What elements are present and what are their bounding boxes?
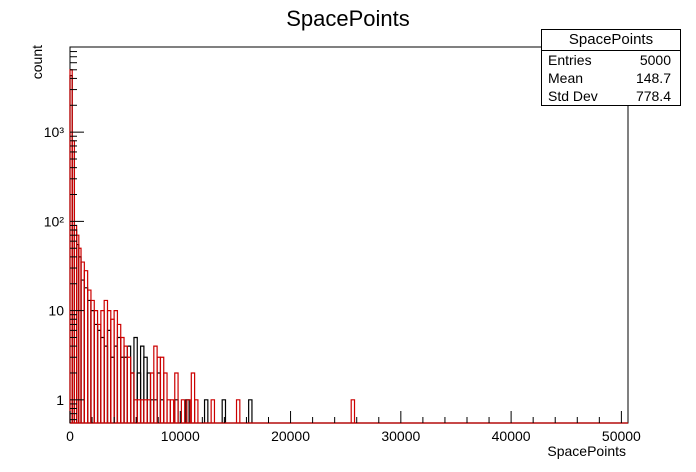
histogram-bin — [130, 372, 135, 423]
histogram-bin — [221, 399, 227, 423]
x-tick-label: 20000 — [271, 428, 310, 444]
axes: 0 10000 20000 30000 40000 50000 1 10 10² 10³ — [44, 46, 641, 444]
y-tick-label: 1 — [56, 392, 64, 408]
histogram-bin — [248, 399, 253, 423]
stats-value: 5000 — [639, 52, 671, 68]
stats-label: Std Dev — [548, 88, 598, 104]
series-1 — [69, 69, 628, 424]
histogram-bin — [210, 399, 216, 423]
histogram-bin — [180, 399, 186, 423]
y-tick-label: 10³ — [44, 124, 65, 140]
histogram-bin — [203, 399, 209, 423]
stats-label: Entries — [548, 52, 592, 68]
histogram-bin — [163, 372, 168, 423]
stats-row-entries: Entries 5000 — [542, 51, 680, 69]
histogram-series — [69, 69, 628, 424]
x-tick-label: 50000 — [602, 428, 641, 444]
histogram-bin — [350, 399, 356, 423]
histogram-bin — [190, 372, 196, 423]
chart-title: SpacePoints — [286, 6, 410, 31]
histogram-bin — [194, 399, 199, 423]
histogram-bin — [169, 399, 175, 423]
stats-box: SpacePoints Entries 5000 Mean 148.7 Std … — [541, 29, 681, 106]
histogram-bin — [174, 372, 179, 423]
stats-label: Mean — [548, 70, 584, 86]
x-tick-label: 10000 — [161, 428, 200, 444]
x-tick-label: 0 — [66, 428, 74, 444]
histogram-bin — [235, 399, 241, 423]
y-tick-label: 10² — [44, 213, 65, 229]
histogram-bin — [186, 399, 191, 423]
stats-row-stddev: Std Dev 778.4 — [542, 87, 680, 105]
stats-value: 148.7 — [635, 70, 671, 86]
x-axis-label: SpacePoints — [547, 443, 626, 459]
x-tick-label: 40000 — [492, 428, 531, 444]
stats-row-mean: Mean 148.7 — [542, 69, 680, 87]
y-axis-label: count — [29, 45, 45, 79]
stats-value: 778.4 — [635, 88, 671, 104]
x-tick-label: 30000 — [381, 428, 420, 444]
y-tick-label: 10 — [48, 303, 64, 319]
stats-title: SpacePoints — [542, 30, 680, 51]
